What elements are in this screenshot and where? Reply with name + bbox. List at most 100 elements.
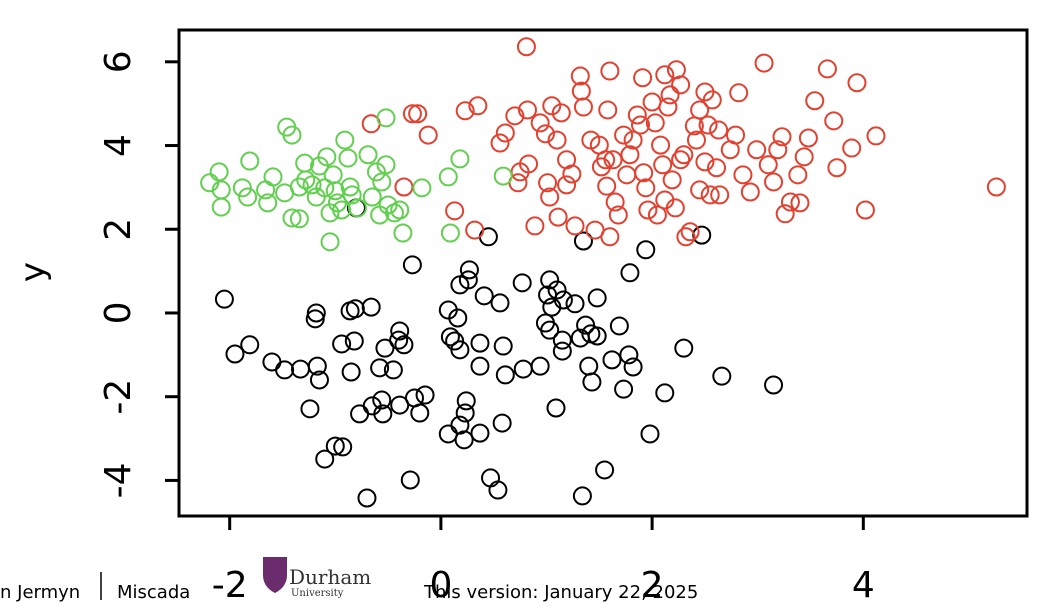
point <box>582 372 602 392</box>
point <box>512 273 532 293</box>
point <box>455 101 475 121</box>
point <box>338 148 358 168</box>
point <box>596 150 616 170</box>
point <box>488 480 508 500</box>
point <box>702 90 722 110</box>
point <box>617 165 637 185</box>
point <box>674 145 694 165</box>
logo-subtext: University <box>291 588 344 599</box>
point <box>598 100 618 120</box>
point <box>325 436 345 456</box>
point <box>438 424 458 444</box>
point <box>572 486 592 506</box>
point <box>600 227 620 247</box>
point <box>495 123 515 143</box>
point <box>553 290 573 310</box>
point <box>671 150 691 170</box>
point <box>344 331 364 351</box>
point <box>676 227 696 247</box>
point <box>474 286 494 306</box>
point <box>290 359 310 379</box>
point <box>671 75 691 95</box>
point <box>645 113 665 133</box>
point <box>552 330 572 350</box>
point <box>627 105 647 125</box>
point <box>530 113 550 133</box>
logo-text: Durham <box>289 565 371 589</box>
point <box>335 130 355 150</box>
point <box>579 356 599 376</box>
point <box>535 124 555 144</box>
point <box>842 138 862 158</box>
point <box>540 320 560 340</box>
point <box>468 96 488 116</box>
point <box>340 177 360 197</box>
point <box>490 293 510 313</box>
point <box>573 231 593 251</box>
point <box>350 404 370 424</box>
point <box>587 326 607 346</box>
y-tick-label: -4 <box>98 462 139 498</box>
point <box>366 162 386 182</box>
point <box>686 130 706 150</box>
point <box>698 115 718 135</box>
point <box>754 53 774 73</box>
point <box>438 167 458 187</box>
point <box>333 437 353 457</box>
point <box>450 340 470 360</box>
point <box>642 92 662 112</box>
point <box>660 85 680 105</box>
point <box>780 192 800 212</box>
point <box>597 176 617 196</box>
point <box>651 135 671 155</box>
point <box>788 165 808 185</box>
point <box>573 97 593 117</box>
footer-author: n Jermyn <box>0 582 80 603</box>
point <box>712 366 732 386</box>
point <box>383 360 403 380</box>
y-tick-label: 0 <box>98 302 139 325</box>
point <box>609 316 629 336</box>
point <box>492 413 512 433</box>
point <box>315 449 335 469</box>
point <box>595 460 615 480</box>
point <box>289 209 309 229</box>
x-tick-label: 4 <box>852 565 875 606</box>
point <box>470 423 490 443</box>
point <box>634 163 654 183</box>
point <box>282 125 302 145</box>
point <box>450 415 470 435</box>
point <box>493 166 513 186</box>
point <box>394 335 414 355</box>
point <box>373 404 393 424</box>
point <box>525 216 545 236</box>
point <box>513 359 533 379</box>
point <box>211 197 231 217</box>
point <box>695 152 715 172</box>
point <box>209 162 229 182</box>
point <box>456 391 476 411</box>
point <box>565 216 585 236</box>
point <box>630 115 650 135</box>
point <box>764 172 784 192</box>
point <box>440 327 460 347</box>
point <box>790 193 810 213</box>
point <box>240 335 260 355</box>
point <box>570 66 590 86</box>
point <box>619 345 639 365</box>
point <box>665 198 685 218</box>
x-tick-label: -2 <box>212 565 248 606</box>
point <box>587 288 607 308</box>
point <box>493 336 513 356</box>
point <box>454 430 474 450</box>
point <box>300 399 320 419</box>
point <box>309 370 329 390</box>
point <box>565 294 585 314</box>
point <box>410 403 430 423</box>
point <box>465 220 485 240</box>
point <box>538 173 558 193</box>
point <box>332 334 352 354</box>
point <box>623 357 643 377</box>
point <box>855 200 875 220</box>
point <box>412 178 432 198</box>
